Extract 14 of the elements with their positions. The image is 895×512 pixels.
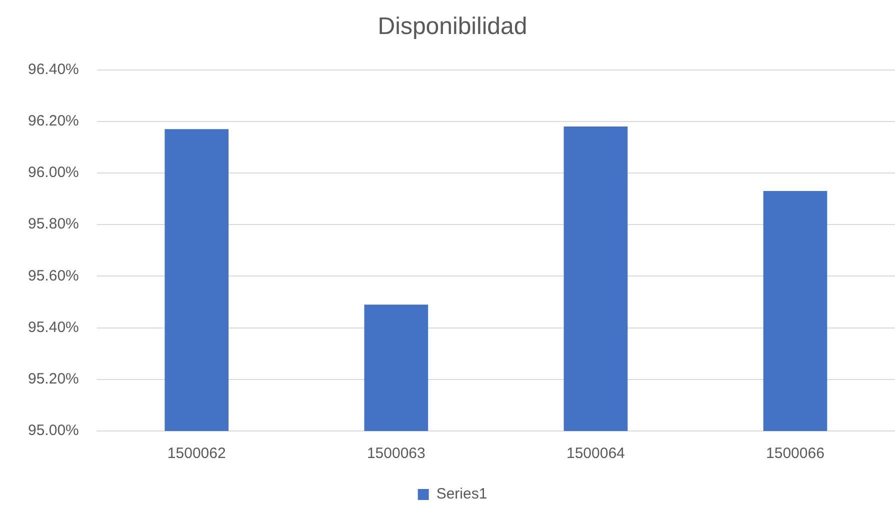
y-tick-label: 95.60% (28, 267, 79, 284)
y-tick-label: 95.00% (28, 422, 79, 440)
x-tick-label: 1500062 (167, 445, 226, 462)
chart-title: Disponibilidad (378, 13, 528, 40)
y-tick-label: 96.20% (28, 112, 79, 130)
y-tick-label: 95.40% (28, 318, 79, 336)
x-tick-label: 1500063 (366, 445, 426, 462)
x-tick-label: 1500066 (766, 445, 824, 462)
y-tick-label: 96.00% (28, 164, 79, 182)
y-tick-label: 95.20% (28, 370, 79, 388)
y-tick-label: 95.80% (28, 216, 79, 233)
x-tick-label: 1500064 (566, 445, 625, 462)
y-tick-label: 96.40% (28, 60, 79, 78)
legend-label: Series1 (436, 486, 488, 503)
